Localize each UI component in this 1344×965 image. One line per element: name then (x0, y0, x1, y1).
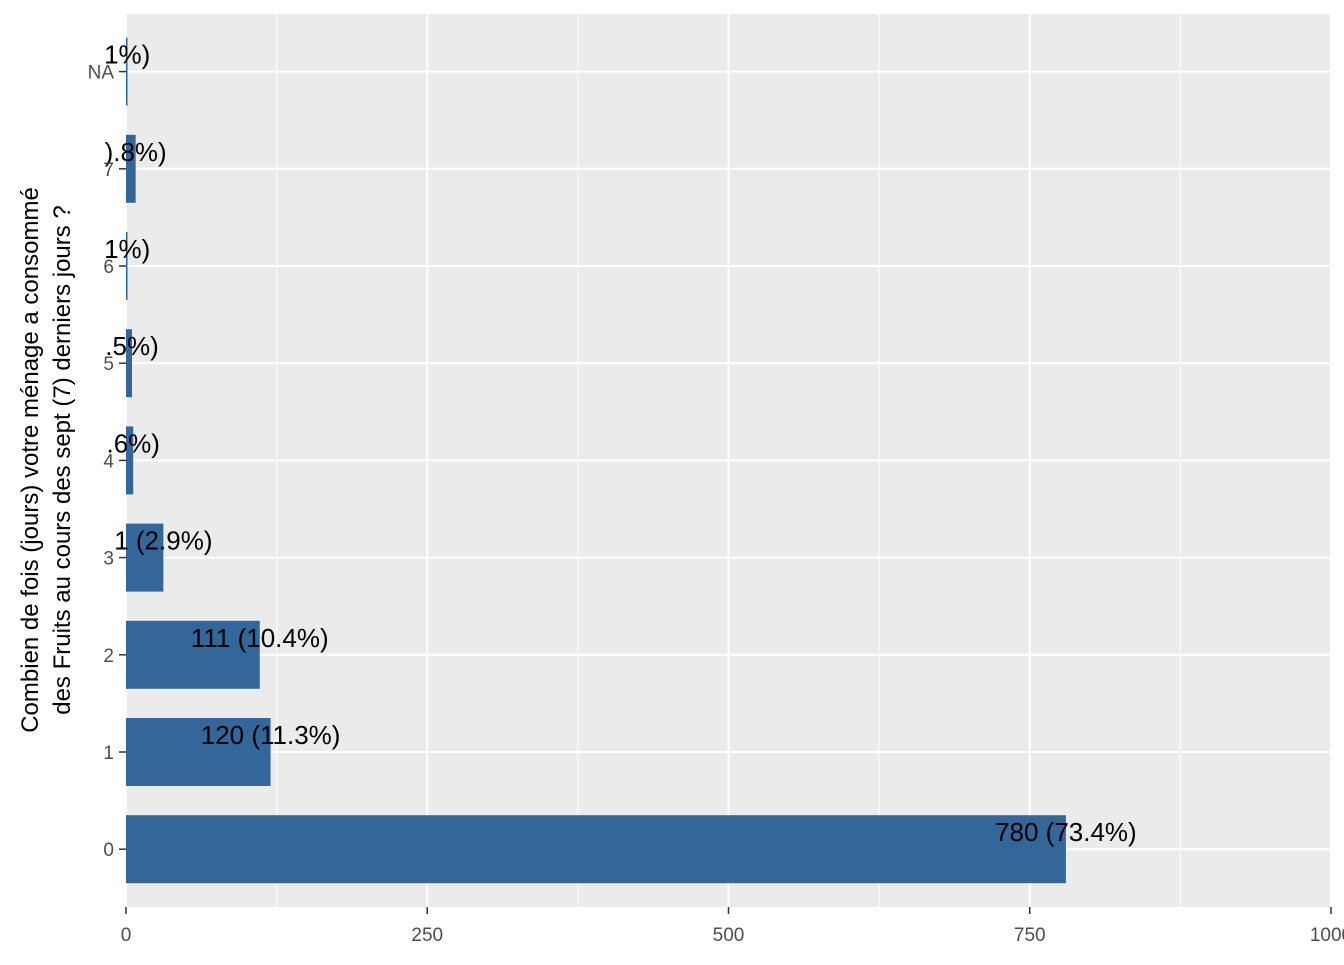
x-tick-label: 500 (713, 925, 745, 946)
x-tick-label: 0 (121, 925, 132, 946)
bar (126, 426, 134, 495)
data-label: 1%) (104, 40, 150, 70)
y-axis-title-line-2: des Fruits au cours des sept (7) dernier… (49, 205, 76, 715)
bar (126, 329, 133, 398)
y-axis: 0 1 2 3 4 5 6 7 NA (88, 63, 126, 861)
bar (126, 718, 271, 786)
bar (126, 232, 128, 300)
y-tick-label: 3 (103, 549, 114, 570)
x-tick-label: 250 (411, 925, 443, 946)
x-axis: 0 250 500 750 1000 (121, 907, 1344, 946)
bar (126, 620, 260, 689)
x-tick-label: 1000 (1310, 925, 1344, 946)
x-tick-label: 750 (1014, 925, 1046, 946)
data-label: 111 (10.4%) (191, 623, 329, 653)
bar (126, 134, 136, 203)
bars (126, 37, 1066, 884)
data-label: .5%) (105, 331, 158, 361)
y-tick-label: NA (88, 63, 115, 84)
y-tick-label: 0 (103, 840, 114, 861)
bar (126, 815, 1066, 884)
data-label: 1%) (104, 234, 150, 264)
y-tick-label: 5 (103, 354, 114, 375)
y-tick-label: 7 (103, 160, 114, 181)
bar (126, 523, 164, 592)
data-labels: 780 (73.4%) 120 (11.3%) 111 (10.4%) 1 (2.9%… (104, 40, 1137, 848)
y-axis-title-line-1: Combien de fois (jours) votre ménage a c… (17, 187, 44, 733)
data-label: ).8%) (105, 137, 167, 167)
y-tick-label: 4 (103, 451, 114, 472)
data-label: 120 (11.3%) (201, 720, 341, 750)
data-label: .6%) (106, 428, 159, 458)
y-tick-label: 6 (103, 257, 114, 278)
y-tick-label: 2 (103, 646, 114, 667)
data-label: 780 (73.4%) (995, 817, 1137, 847)
bar (126, 37, 128, 106)
data-label: 1 (2.9%) (114, 526, 212, 556)
y-tick-label: 1 (103, 743, 114, 764)
